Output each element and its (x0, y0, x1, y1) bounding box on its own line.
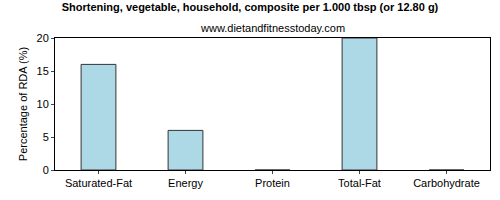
svg-text:Energy: Energy (168, 177, 203, 189)
svg-text:0: 0 (43, 164, 49, 176)
svg-text:5: 5 (43, 131, 49, 143)
svg-text:Protein: Protein (255, 177, 290, 189)
svg-text:10: 10 (37, 98, 49, 110)
svg-text:20: 20 (37, 32, 49, 44)
svg-text:www.dietandfitnesstoday.com: www.dietandfitnesstoday.com (200, 22, 345, 34)
svg-text:Saturated-Fat: Saturated-Fat (65, 177, 132, 189)
svg-text:Carbohydrate: Carbohydrate (413, 177, 480, 189)
svg-text:Percentage of RDA (%): Percentage of RDA (%) (17, 47, 29, 161)
svg-text:Shortening, vegetable, househo: Shortening, vegetable, household, compos… (62, 1, 439, 13)
svg-text:Total-Fat: Total-Fat (338, 177, 381, 189)
svg-text:15: 15 (37, 65, 49, 77)
